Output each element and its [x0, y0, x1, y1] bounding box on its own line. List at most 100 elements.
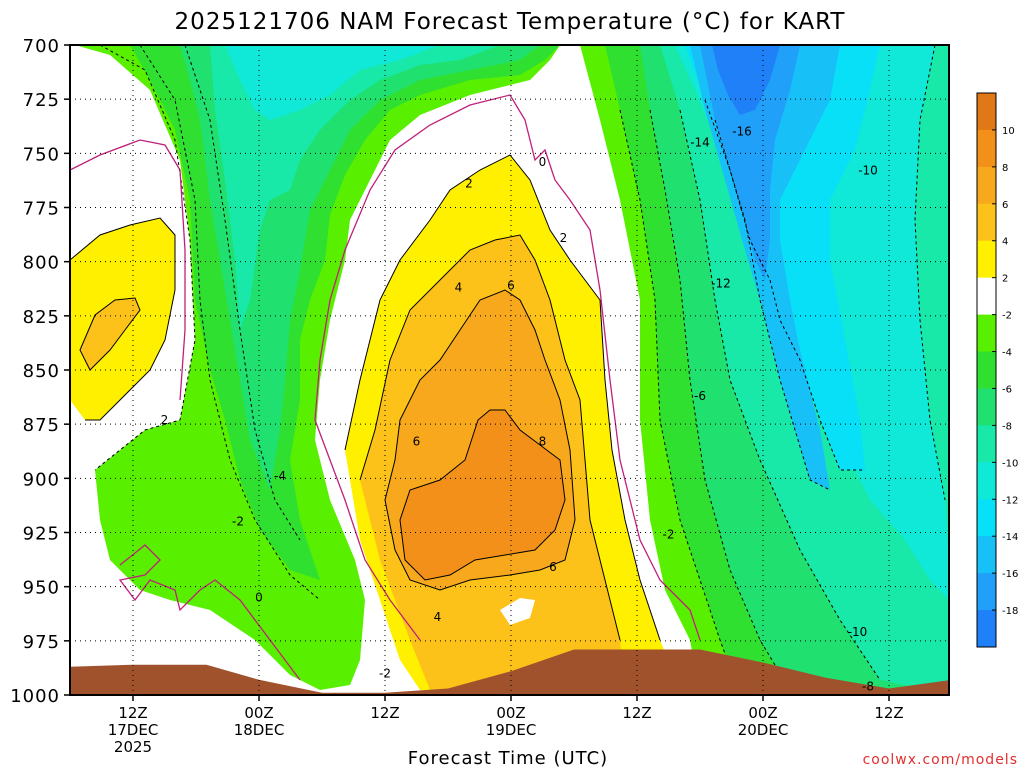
y-tick-label: 900 [23, 469, 60, 490]
contour-line [619, 109, 741, 695]
colorbar-label: 10 [1002, 126, 1015, 137]
colorbar-label: -2 [1002, 311, 1012, 322]
colorbar-label: -18 [1002, 606, 1018, 617]
colorbar-label: -16 [1002, 569, 1018, 580]
colorbar-label: -4 [1002, 348, 1012, 359]
contour-label: -14 [690, 136, 710, 150]
contour-lines [70, 45, 946, 695]
colorbar-frame [976, 92, 997, 648]
y-tick-label: 975 [23, 632, 60, 653]
contour-line [714, 119, 831, 491]
contour-line [649, 109, 791, 691]
colorbar-bin [977, 93, 996, 131]
contour-line [344, 154, 661, 641]
x-tick-label: 12Z [118, 704, 147, 722]
x-tick-label: 00Z [748, 704, 777, 722]
x-tick-label: 17DEC [108, 721, 159, 739]
contour-label: 8 [539, 435, 547, 449]
y-tick-label: 825 [23, 307, 60, 328]
contour-label: -10 [848, 625, 868, 639]
colorbar-label: -6 [1002, 384, 1012, 395]
contour-label: -4 [274, 469, 286, 483]
y-tick-label: 925 [23, 524, 60, 545]
contour-line-zero [314, 94, 701, 641]
contour-line-zero [70, 139, 186, 401]
y-tick-label: 700 [23, 36, 60, 57]
contour-line [704, 99, 865, 471]
colorbar-bin [977, 166, 996, 205]
field-band-minus18-to-minus20-right [712, 45, 780, 115]
contour-label: -12 [711, 276, 731, 290]
field-band-minus16-to-minus18-right [700, 45, 800, 280]
y-axis: 700 725 750 775 800 825 850 875 900 925 950 975 1000 [10, 36, 70, 707]
colorbar-bin [977, 351, 996, 389]
x-tick-label: 2025 [114, 738, 152, 756]
colorbar-label: -14 [1002, 532, 1018, 543]
surface-terrain [70, 649, 949, 695]
contour-line [94, 45, 196, 471]
grid [70, 45, 949, 695]
y-tick-label: 725 [23, 90, 60, 111]
colorbar-bin [977, 240, 996, 279]
colorbar-label: 4 [1002, 237, 1008, 248]
contour-label: 0 [539, 155, 547, 169]
contour-line [399, 409, 566, 581]
x-tick-label: 18DEC [234, 721, 285, 739]
y-tick-label: 875 [23, 415, 60, 436]
y-tick-label: 950 [23, 578, 60, 599]
colorbar-bin [977, 388, 996, 426]
colorbar-bin [977, 425, 996, 463]
colorbar-bin [977, 462, 996, 500]
contour-label: 4 [434, 610, 442, 624]
credit-text: coolwx.com/models [863, 752, 1018, 768]
field-band-minus10-to-minus12-left [225, 45, 440, 120]
field-band-plus8-to-plus10 [400, 410, 565, 580]
contour-label: -8 [862, 679, 874, 693]
contour-line [679, 109, 881, 681]
colorbar-label: 8 [1002, 163, 1008, 174]
x-tick-label: 12Z [622, 704, 651, 722]
x-axis-label: Forecast Time (UTC) [408, 748, 608, 768]
colorbar: 10 8 6 4 2 -2 -4 -6 -8 -10 -12 -14 -16 -18 [976, 92, 1018, 648]
contour-line [914, 45, 946, 501]
contour-label: -2 [232, 515, 244, 529]
contour-label: -2 [663, 528, 675, 542]
colorbar-bin [977, 573, 996, 611]
colorbar-label: -12 [1002, 495, 1018, 506]
colorbar-label: -10 [1002, 458, 1018, 469]
contour-line [79, 297, 141, 371]
colorbar-bin [977, 610, 996, 648]
contour-label: -6 [694, 389, 706, 403]
contour-label: 2 [465, 177, 473, 191]
y-tick-label: 1000 [10, 686, 60, 707]
contour-line [70, 217, 176, 421]
colorbar-bin [977, 203, 996, 242]
field-band-minus8-to-minus10-left [210, 45, 500, 330]
chart-title: 2025121706 NAM Forecast Temperature (°C)… [175, 9, 846, 35]
x-tick-label: 00Z [496, 704, 525, 722]
x-tick-label: 20DEC [738, 721, 789, 739]
contour-label: -16 [732, 125, 752, 139]
contour-line [359, 234, 621, 641]
colorbar-bin [977, 277, 996, 316]
colorbar-bin [977, 314, 996, 353]
x-tick-label: 12Z [370, 704, 399, 722]
contour-line [184, 45, 301, 541]
contour-label: 6 [549, 560, 557, 574]
contour-label: 6 [413, 435, 421, 449]
x-tick-label: 00Z [244, 704, 273, 722]
contour-label: 0 [255, 591, 263, 605]
y-tick-label: 850 [23, 361, 60, 382]
colorbar-label: 2 [1002, 274, 1008, 285]
y-tick-label: 800 [23, 253, 60, 274]
contour-label: 2 [161, 413, 169, 427]
contour-label: 2 [560, 231, 568, 245]
y-tick-label: 750 [23, 144, 60, 165]
contour-labels: 2 -2 -4 0 -2 4 6 4 6 2 0 2 8 6 -2 -6 -12 -14 -16 -10 -10 -8 [161, 125, 878, 694]
colorbar-label: -8 [1002, 421, 1012, 432]
contour-label: -10 [858, 164, 878, 178]
colorbar-bin [977, 536, 996, 574]
contour-label: 6 [507, 279, 515, 293]
